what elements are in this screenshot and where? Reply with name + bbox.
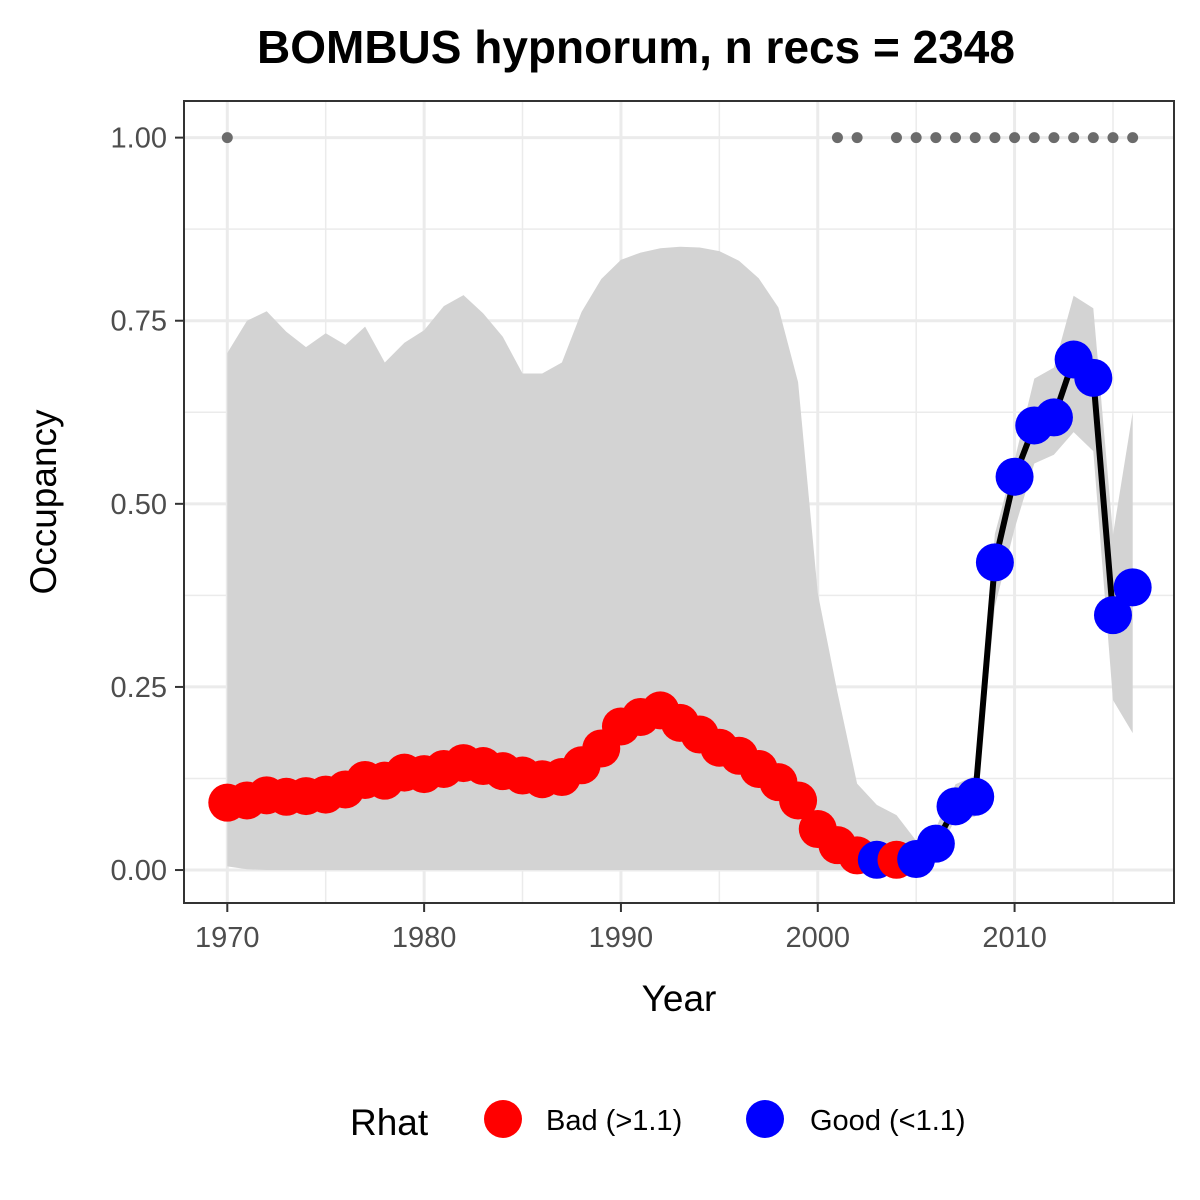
legend-title: Rhat	[350, 1102, 429, 1143]
x-tick-label: 1970	[195, 922, 260, 954]
occupancy-point	[916, 824, 955, 863]
occupancy-point	[956, 777, 995, 816]
record-year-dot	[969, 132, 981, 144]
x-tick-label: 1990	[589, 922, 654, 954]
legend-key-bad	[484, 1100, 522, 1138]
record-year-dot	[1048, 132, 1060, 144]
x-tick-label: 2010	[982, 922, 1047, 954]
occupancy-point	[1113, 568, 1152, 607]
y-tick-label: 0.50	[111, 489, 167, 521]
y-tick-label: 1.00	[111, 123, 167, 155]
occupancy-point	[1074, 358, 1113, 397]
record-year-dot	[910, 132, 922, 144]
plot-border	[183, 100, 1175, 904]
occupancy-point	[975, 543, 1014, 582]
occupancy-points	[208, 340, 1152, 879]
x-axis: 1970 1980 1990 2000 2010	[195, 903, 1047, 954]
chart-title: BOMBUS hypnorum, n recs = 2348	[257, 21, 1015, 73]
record-year-dot	[989, 132, 1001, 144]
y-axis-title: Occupancy	[23, 409, 64, 595]
legend-label-good: Good (<1.1)	[810, 1105, 966, 1137]
credible-interval-ribbon	[227, 246, 1133, 871]
record-year-dot	[1127, 132, 1139, 144]
legend-key-good	[746, 1100, 784, 1138]
y-axis: 0.00 0.25 0.50 0.75 1.00	[111, 123, 184, 887]
record-year-dot	[890, 132, 902, 144]
record-year-dot	[851, 132, 863, 144]
legend: Rhat Bad (>1.1) Good (<1.1)	[350, 1100, 966, 1143]
occupancy-point	[1034, 398, 1073, 437]
record-year-dot	[1028, 132, 1040, 144]
record-year-dot	[930, 132, 942, 144]
y-tick-label: 0.25	[111, 672, 167, 704]
y-tick-label: 0.00	[111, 855, 167, 887]
record-year-dot	[1068, 132, 1080, 144]
record-year-dots	[221, 132, 1139, 144]
y-tick-label: 0.75	[111, 306, 167, 338]
record-year-dot	[950, 132, 962, 144]
x-tick-label: 1980	[392, 922, 457, 954]
record-year-dot	[831, 132, 843, 144]
legend-label-bad: Bad (>1.1)	[546, 1105, 682, 1137]
x-axis-title: Year	[642, 978, 717, 1019]
occupancy-point	[995, 457, 1034, 496]
record-year-dot	[221, 132, 233, 144]
occupancy-point	[1093, 596, 1132, 635]
record-year-dot	[1107, 132, 1119, 144]
x-tick-label: 2000	[785, 922, 850, 954]
record-year-dot	[1087, 132, 1099, 144]
occupancy-point	[779, 781, 818, 820]
record-year-dot	[1009, 132, 1021, 144]
